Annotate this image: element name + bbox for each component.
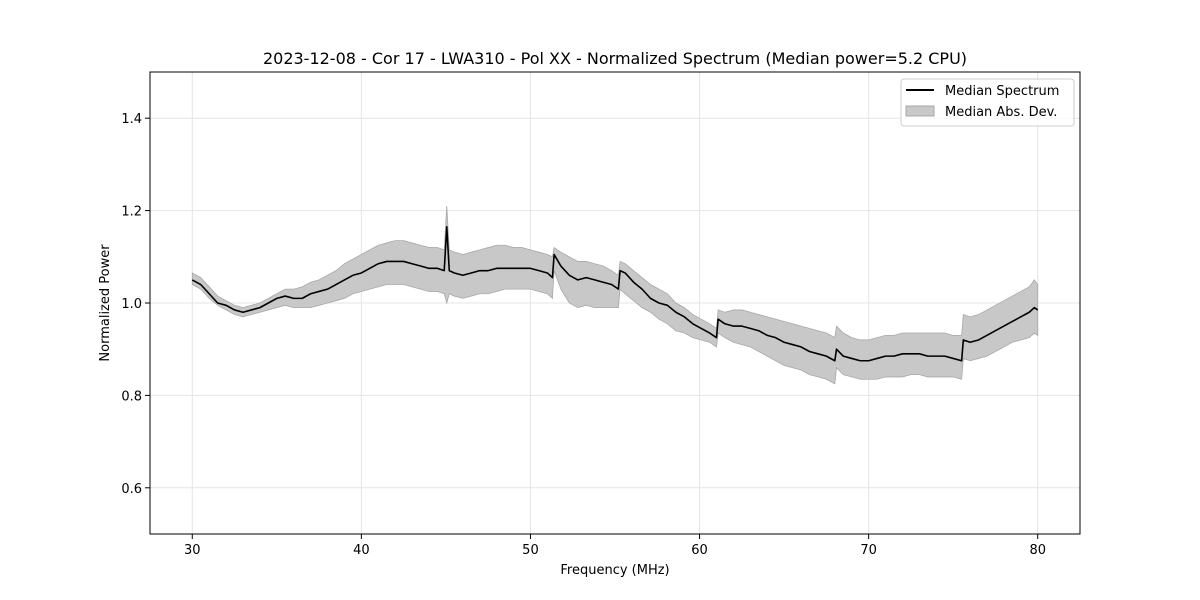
y-tick-label: 0.6 bbox=[121, 482, 142, 497]
y-tick-label: 1.2 bbox=[121, 205, 142, 220]
x-axis-ticks: 30 40 50 60 70 80 bbox=[184, 534, 1046, 558]
median-spectrum-line bbox=[191, 225, 1039, 362]
mad-band-layer bbox=[191, 205, 1039, 385]
legend-label-median-abs-dev: Median Abs. Dev. bbox=[945, 105, 1057, 120]
y-axis-label: Normalized Power bbox=[98, 244, 113, 362]
legend: Median Spectrum Median Abs. Dev. bbox=[900, 78, 1075, 127]
y-tick-label: 1.4 bbox=[121, 112, 142, 127]
x-tick-label: 60 bbox=[691, 543, 708, 558]
chart-title: 2023-12-08 - Cor 17 - LWA310 - Pol XX - … bbox=[263, 49, 967, 68]
median-line-layer bbox=[191, 225, 1039, 362]
y-tick-label: 0.8 bbox=[121, 389, 142, 404]
legend-band-swatch bbox=[905, 105, 935, 117]
x-tick-label: 30 bbox=[184, 543, 201, 558]
x-tick-label: 80 bbox=[1029, 543, 1046, 558]
x-tick-label: 50 bbox=[522, 543, 539, 558]
legend-box bbox=[900, 78, 1075, 127]
x-axis-label: Frequency (MHz) bbox=[560, 563, 669, 578]
y-tick-label: 1.0 bbox=[121, 297, 142, 312]
mad-band bbox=[191, 205, 1039, 385]
x-tick-label: 40 bbox=[353, 543, 370, 558]
x-tick-label: 70 bbox=[860, 543, 877, 558]
y-axis-ticks: 0.6 0.8 1.0 1.2 1.4 bbox=[121, 112, 150, 497]
legend-label-median-spectrum: Median Spectrum bbox=[945, 84, 1059, 99]
